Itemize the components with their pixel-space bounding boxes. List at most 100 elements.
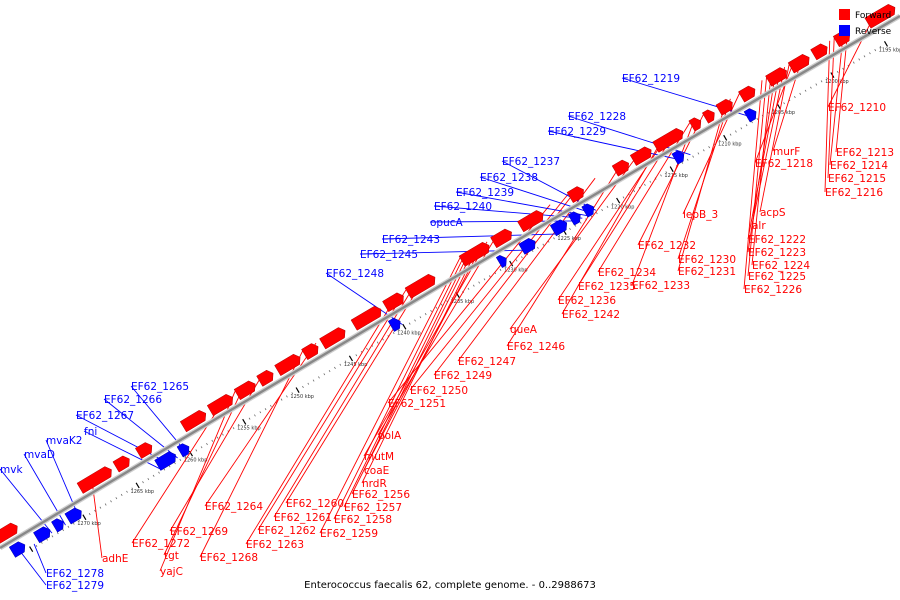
legend-reverse-label: Reverse — [855, 27, 892, 37]
forward-gene-label: EF62_1216 — [825, 187, 883, 199]
forward-gene-label: EF62_1210 — [828, 102, 886, 114]
minor-tick — [56, 532, 59, 535]
minor-tick — [291, 392, 294, 395]
minor-tick — [184, 455, 187, 458]
reverse-leader-line — [621, 77, 754, 119]
reverse-gene-label: EF62_1238 — [480, 172, 538, 184]
forward-gene-label: EF62_1231 — [678, 266, 736, 278]
minor-tick — [286, 395, 288, 398]
forward-gene-arrow — [810, 43, 828, 61]
minor-tick — [163, 468, 166, 471]
minor-tick — [398, 328, 400, 332]
forward-gene-label: EF62_1269 — [170, 526, 228, 538]
forward-gene-label: EF62_1263 — [246, 539, 304, 551]
forward-gene-arrow — [629, 146, 652, 166]
minor-tick — [820, 80, 823, 83]
minor-tick — [702, 149, 705, 152]
minor-tick — [826, 77, 828, 80]
forward-gene-arrow — [206, 394, 233, 417]
forward-gene-arrow — [701, 109, 715, 124]
minor-tick — [94, 509, 96, 512]
forward-gene-arrow — [517, 210, 544, 233]
minor-tick — [174, 462, 176, 465]
minor-tick — [179, 458, 182, 462]
reverse-gene-arrow — [518, 238, 536, 255]
minor-tick — [574, 224, 577, 227]
forward-gene-arrow — [458, 242, 490, 267]
minor-tick — [558, 234, 561, 237]
forward-leader-line — [333, 255, 465, 520]
forward-gene-arrow — [76, 466, 112, 494]
reverse-gene-label: mvaD — [24, 449, 55, 461]
minor-tick — [804, 89, 807, 92]
minor-tick — [72, 522, 75, 525]
minor-tick — [430, 309, 432, 313]
forward-gene-label: EF62_1259 — [320, 528, 378, 540]
minor-tick — [478, 281, 481, 284]
minor-tick — [505, 265, 507, 268]
major-tick — [669, 166, 674, 173]
minor-tick — [488, 275, 491, 278]
forward-gene-label: EF62_1251 — [388, 398, 446, 410]
reverse-gene-arrow — [33, 526, 51, 544]
forward-leader-line — [747, 77, 767, 277]
forward-gene-label: EF62_1250 — [410, 385, 468, 397]
minor-tick — [756, 117, 759, 121]
minor-tick — [376, 341, 379, 344]
minor-tick — [35, 544, 38, 548]
minor-tick — [104, 503, 107, 506]
minor-tick — [382, 338, 384, 341]
forward-leader-line — [677, 101, 727, 272]
minor-tick — [126, 490, 128, 493]
minor-tick — [601, 208, 603, 212]
forward-gene-label: tgt — [164, 550, 179, 562]
genome-backbone — [0, 13, 900, 551]
minor-tick — [232, 427, 235, 430]
forward-gene-label: EF62_1256 — [352, 489, 410, 501]
minor-tick — [280, 398, 283, 401]
minor-tick — [270, 404, 272, 408]
minor-tick — [168, 465, 171, 468]
minor-tick — [408, 322, 411, 325]
genome-caption: Enterococcus faecalis 62, complete genom… — [304, 580, 596, 591]
forward-gene-arrow — [864, 4, 896, 29]
minor-tick — [719, 139, 721, 142]
forward-gene-label: EF62_1218 — [755, 158, 813, 170]
forward-leader-line — [561, 138, 664, 315]
forward-gene-label: EF62_1215 — [828, 173, 886, 185]
backbone-line — [0, 14, 900, 550]
tick-label: 1265 kbp — [131, 489, 155, 495]
forward-gene-label: EF62_1233 — [632, 280, 690, 292]
major-tick — [509, 260, 514, 267]
minor-tick — [467, 287, 470, 290]
minor-tick — [879, 45, 882, 49]
forward-leader-line — [363, 244, 483, 471]
minor-tick — [858, 58, 861, 61]
legend: Forward Reverse — [839, 9, 892, 37]
minor-tick — [424, 313, 427, 316]
forward-gene-label: EF62_1230 — [678, 254, 736, 266]
reverse-gene-arrow — [671, 150, 685, 165]
reverse-gene-arrow — [8, 541, 26, 558]
forward-gene-label: EF62_1247 — [458, 356, 516, 368]
tick-label: 1225 kbp — [557, 236, 581, 242]
minor-tick — [869, 52, 871, 55]
forward-gene-arrow — [301, 343, 319, 361]
forward-gene-label: coaE — [364, 465, 389, 477]
tick-label: 1260 kbp — [184, 457, 208, 463]
forward-gene-label: EF62_1260 — [286, 498, 344, 510]
minor-tick — [515, 259, 518, 262]
minor-tick — [46, 538, 48, 541]
minor-tick — [815, 83, 818, 86]
minor-tick — [531, 249, 534, 253]
minor-tick — [521, 256, 523, 259]
reverse-gene-arrow — [64, 507, 82, 525]
minor-tick — [842, 67, 844, 70]
forward-gene-arrow — [112, 455, 130, 473]
forward-leader-line — [163, 385, 245, 556]
reverse-gene-arrow — [743, 108, 757, 123]
minor-tick — [440, 303, 443, 306]
forward-gene-arrow — [688, 117, 702, 132]
minor-tick — [606, 205, 609, 208]
